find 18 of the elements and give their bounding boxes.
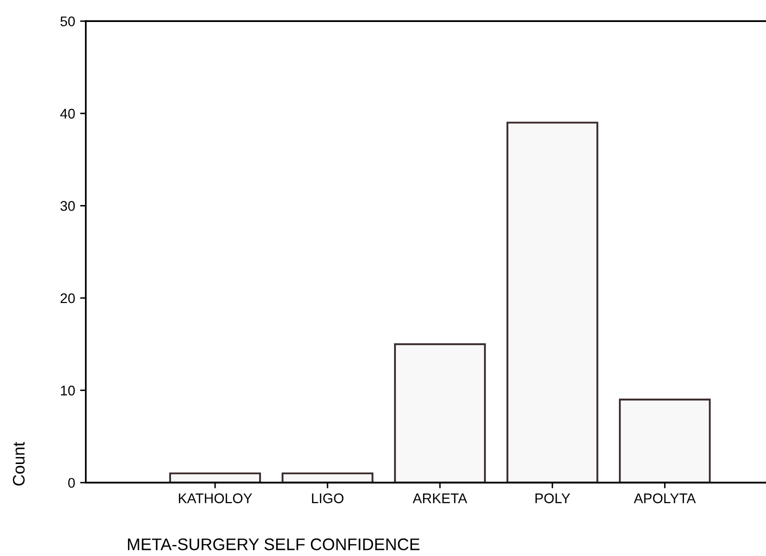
bar	[618, 398, 711, 483]
y-tick-label: 10	[60, 386, 75, 396]
bar	[282, 472, 374, 483]
bar	[169, 472, 261, 483]
y-tick-label: 50	[60, 16, 75, 26]
x-tick-label: LIGO	[312, 493, 344, 504]
x-axis-title: META-SURGERY SELF CONFIDENCE	[128, 538, 420, 550]
y-tick-label: 30	[60, 201, 75, 211]
y-tick-label: 0	[68, 478, 75, 488]
bar	[394, 343, 486, 483]
x-tick-label: ARKETA	[412, 494, 468, 504]
bar	[506, 122, 598, 483]
y-tick-label: 20	[60, 293, 75, 304]
x-tick-label: APOLYTA	[634, 493, 696, 504]
x-tick-label: KATHOLOY	[178, 493, 252, 504]
x-tick-label: POLY	[536, 493, 570, 504]
y-axis-title: Count	[12, 442, 25, 486]
y-tick-label: 40	[60, 108, 75, 119]
